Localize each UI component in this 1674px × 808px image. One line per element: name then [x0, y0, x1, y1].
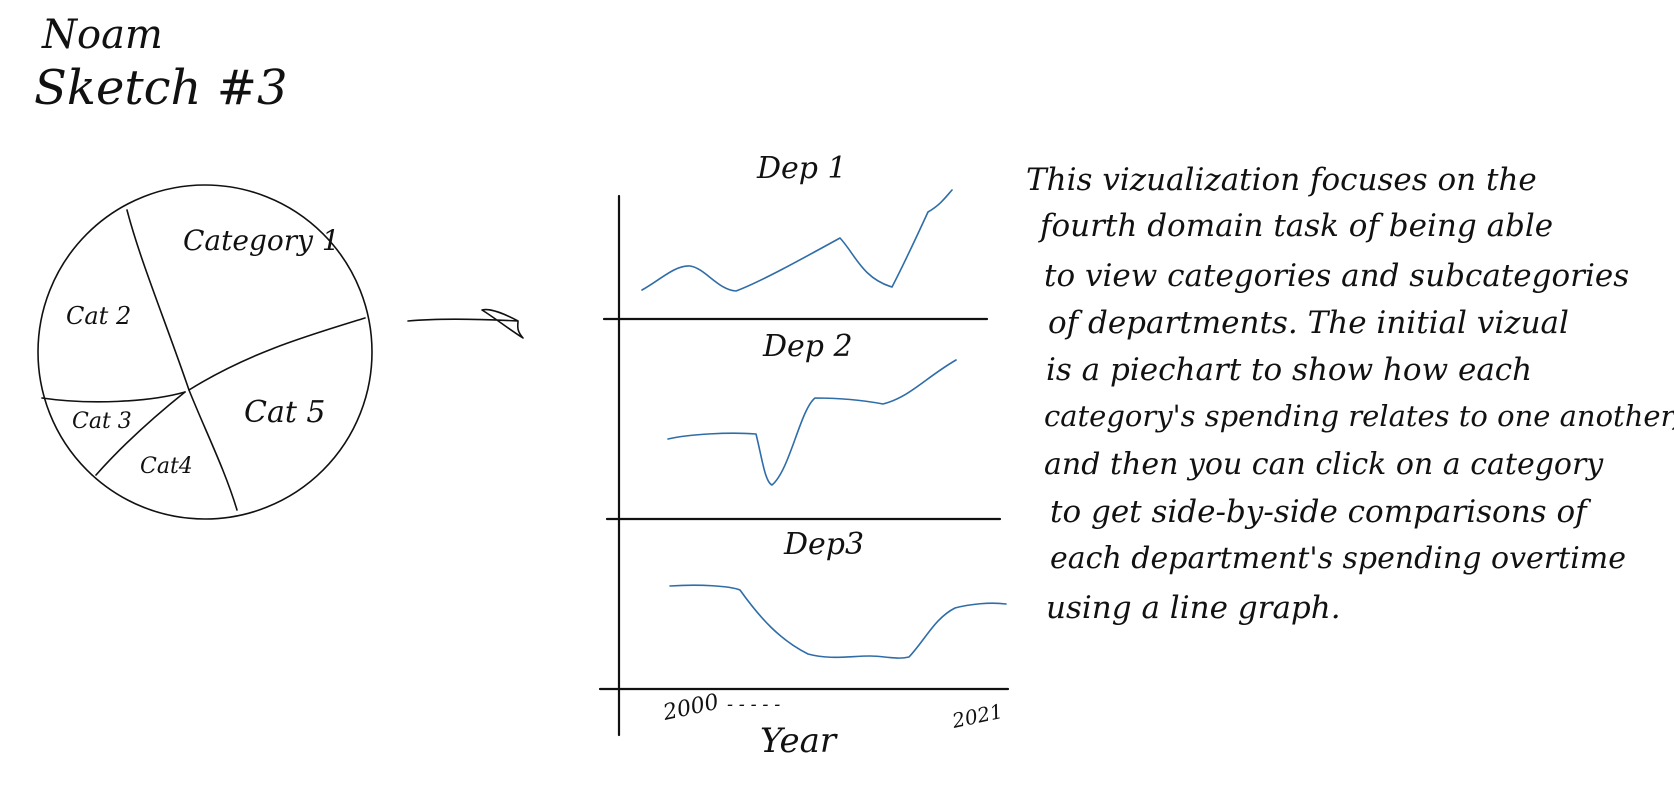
- x-axis-start-label: 2000: [660, 690, 721, 726]
- description-line: is a piechart to show how each: [1046, 352, 1532, 388]
- description-line: This vizualization focuses on the: [1026, 162, 1537, 198]
- panel-title-dep-3: Dep3: [783, 527, 864, 562]
- x-axis-end-label: 2021: [949, 699, 1005, 733]
- pie-slice-label-cat-3[interactable]: Cat 3: [72, 409, 132, 434]
- x-axis-label: Year: [760, 721, 838, 761]
- pie-slice-label-category-1[interactable]: Category 1: [183, 224, 340, 257]
- line-graphs: Dep 1 Dep 2 Dep3 2000 - - - - - 2021 Yea…: [598, 151, 1010, 761]
- pie-divider-1: [126, 209, 190, 391]
- panel-title-dep-2: Dep 2: [762, 329, 853, 364]
- pie-divider-3: [41, 391, 186, 403]
- pie-divider-4: [95, 391, 186, 476]
- description-line: using a line graph.: [1046, 590, 1341, 626]
- pie-slice-label-cat-5[interactable]: Cat 5: [244, 395, 326, 430]
- pie-slice-label-cat-4[interactable]: Cat4: [140, 454, 193, 479]
- arrow-icon: [407, 308, 524, 339]
- description-block: This vizualization focuses on the fourth…: [1026, 162, 1674, 626]
- sketch-title: Sketch #3: [34, 60, 287, 116]
- panel-title-dep-1: Dep 1: [756, 151, 847, 186]
- x-axis-ellipsis: - - - - -: [727, 694, 780, 715]
- description-line: to get side-by-side comparisons of: [1050, 494, 1592, 530]
- pie-divider-2: [188, 317, 366, 391]
- pie-chart[interactable]: Category 1 Cat 2 Cat 3 Cat4 Cat 5: [37, 184, 373, 520]
- pie-divider-5: [188, 389, 238, 511]
- series-line-dep-3: [669, 584, 1007, 659]
- description-line: to view categories and subcategories: [1044, 258, 1629, 294]
- series-line-dep-2: [667, 359, 957, 486]
- description-line: of departments. The initial vizual: [1048, 305, 1569, 341]
- series-line-dep-1: [641, 189, 953, 292]
- author-name: Noam: [41, 12, 163, 58]
- pie-circle: [37, 184, 373, 520]
- description-line: each department's spending overtime: [1050, 541, 1626, 576]
- description-line: and then you can click on a category: [1044, 447, 1604, 482]
- description-line: fourth domain task of being able: [1038, 208, 1553, 244]
- pie-slice-label-cat-2[interactable]: Cat 2: [66, 302, 131, 330]
- description-line: category's spending relates to one anoth…: [1044, 399, 1674, 433]
